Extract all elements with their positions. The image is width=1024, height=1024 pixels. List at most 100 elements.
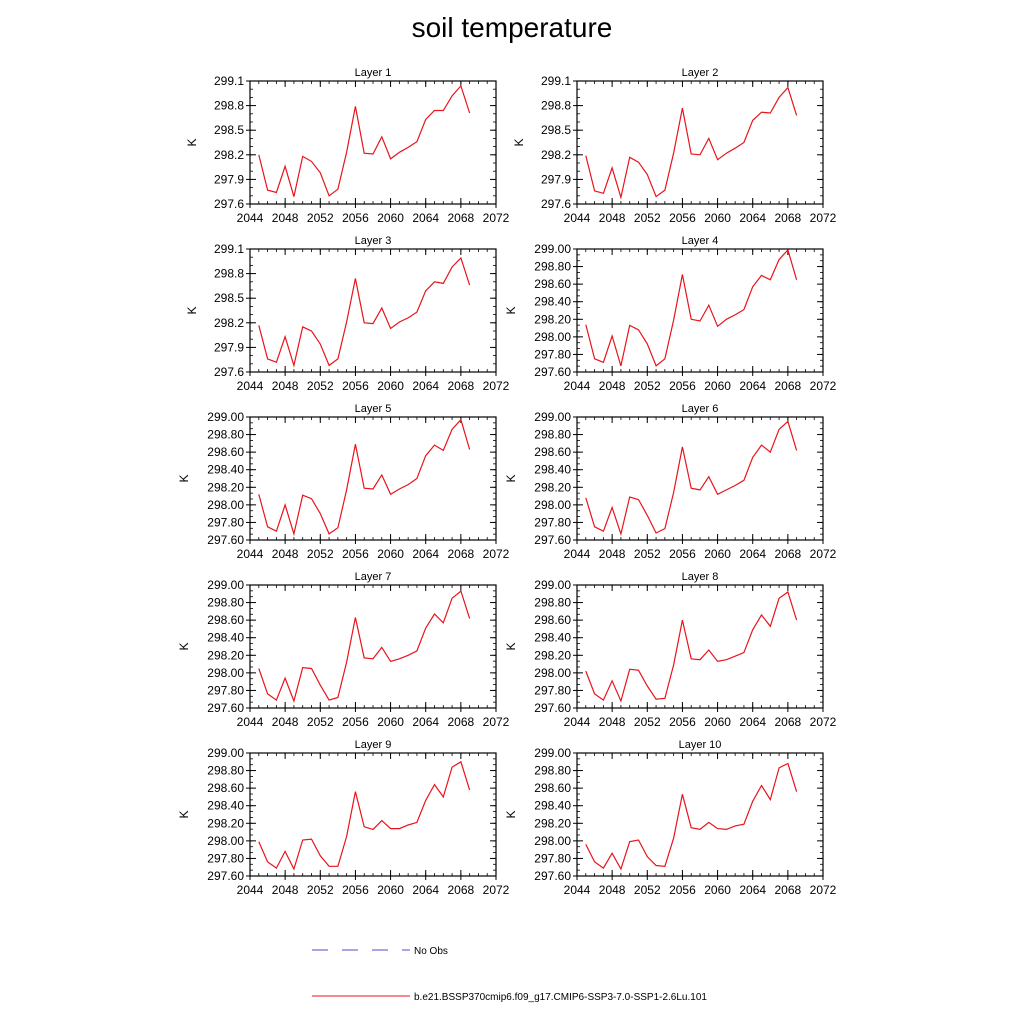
- x-tick-label: 2064: [412, 883, 439, 897]
- y-tick-label: 297.60: [534, 701, 571, 715]
- y-tick-label: 298.20: [534, 648, 571, 662]
- x-tick-label: 2068: [775, 211, 802, 225]
- y-tick-label: 298.5: [214, 123, 244, 137]
- y-tick-label: 298.2: [214, 148, 244, 162]
- series-line: [585, 591, 798, 703]
- plot-frame: [249, 80, 497, 205]
- y-tick-label: 297.80: [534, 347, 571, 361]
- series-line: [258, 84, 471, 197]
- panel-grid: Layer 1 2044 2048 2052 2056 2060 2064 2068 2072 2…: [177, 67, 837, 897]
- y-tick-label: 298.20: [207, 480, 244, 494]
- x-tick-label: 2068: [448, 883, 475, 897]
- y-tick-label: 298.80: [534, 764, 571, 778]
- y-tick-label: 298.8: [214, 267, 244, 281]
- panel-title: Layer 8: [682, 571, 719, 583]
- y-tick-label: 298.40: [207, 631, 244, 645]
- y-tick-label: 299.00: [534, 746, 571, 760]
- x-tick-label: 2052: [634, 883, 661, 897]
- y-tick-label: 298.20: [534, 816, 571, 830]
- y-tick-label: 299.00: [534, 578, 571, 592]
- x-tick-label: 2060: [377, 715, 404, 729]
- plot-frame: [576, 416, 824, 541]
- x-tick-label: 2044: [564, 211, 591, 225]
- y-tick-label: 298.00: [534, 498, 571, 512]
- x-tick-label: 2048: [272, 547, 299, 561]
- y-axis-label: K: [504, 306, 518, 314]
- y-tick-label: 298.40: [534, 463, 571, 477]
- x-tick-label: 2056: [669, 211, 696, 225]
- x-tick-label: 2068: [775, 547, 802, 561]
- y-tick-label: 297.60: [207, 869, 244, 883]
- x-tick-label: 2072: [810, 379, 837, 393]
- plot-frame: [576, 584, 824, 709]
- y-tick-label: 298.20: [207, 648, 244, 662]
- legend-no-obs-label: No Obs: [414, 946, 448, 957]
- x-tick-label: 2064: [412, 211, 439, 225]
- legend: No Obs b.e21.BSSP370cmip6.f09_g17.CMIP6-…: [312, 946, 707, 1003]
- panel-title: Layer 10: [679, 739, 722, 751]
- y-tick-label: 298.20: [534, 312, 571, 326]
- x-tick-label: 2064: [739, 547, 766, 561]
- y-tick-label: 297.9: [214, 340, 244, 354]
- y-tick-label: 298.8: [214, 99, 244, 113]
- panel-title: Layer 3: [355, 235, 392, 247]
- y-tick-label: 298.80: [207, 764, 244, 778]
- series-line: [258, 590, 471, 703]
- x-tick-label: 2068: [448, 211, 475, 225]
- x-tick-label: 2064: [739, 883, 766, 897]
- y-tick-label: 298.80: [534, 260, 571, 274]
- x-tick-label: 2052: [307, 883, 334, 897]
- y-tick-label: 297.9: [214, 172, 244, 186]
- x-tick-label: 2044: [237, 715, 264, 729]
- y-tick-label: 299.00: [207, 578, 244, 592]
- panel-title: Layer 1: [355, 67, 392, 79]
- y-axis-label: K: [512, 138, 526, 146]
- x-tick-label: 2048: [599, 379, 626, 393]
- x-tick-label: 2072: [810, 547, 837, 561]
- y-axis-label: K: [504, 474, 518, 482]
- y-tick-label: 297.9: [541, 172, 571, 186]
- panel-layer-5: Layer 5 2044 2048 2052 2056 2060 2064 2068 2072 2…: [177, 403, 510, 561]
- y-tick-label: 299.00: [534, 410, 571, 424]
- panel-layer-9: Layer 9 2044 2048 2052 2056 2060 2064 2068 2072 2…: [177, 739, 510, 897]
- legend-model-label: b.e21.BSSP370cmip6.f09_g17.CMIP6-SSP3-7.…: [414, 992, 707, 1003]
- x-tick-label: 2064: [412, 715, 439, 729]
- x-tick-label: 2060: [704, 883, 731, 897]
- y-axis-label: K: [185, 138, 199, 146]
- x-tick-label: 2048: [599, 883, 626, 897]
- x-tick-label: 2072: [483, 379, 510, 393]
- y-tick-label: 297.80: [534, 683, 571, 697]
- x-tick-label: 2056: [342, 379, 369, 393]
- x-tick-label: 2044: [564, 379, 591, 393]
- y-tick-label: 298.60: [534, 445, 571, 459]
- y-tick-label: 299.00: [207, 746, 244, 760]
- x-tick-label: 2044: [237, 547, 264, 561]
- y-tick-label: 298.00: [207, 666, 244, 680]
- series-line: [258, 256, 471, 368]
- panel-title: Layer 9: [355, 739, 392, 751]
- y-axis-label: K: [185, 306, 199, 314]
- x-tick-label: 2048: [272, 379, 299, 393]
- x-tick-label: 2044: [564, 547, 591, 561]
- x-tick-label: 2052: [634, 211, 661, 225]
- x-tick-label: 2072: [483, 883, 510, 897]
- x-tick-label: 2044: [237, 379, 264, 393]
- panel-title: Layer 2: [682, 67, 719, 79]
- x-tick-label: 2064: [739, 715, 766, 729]
- x-tick-label: 2060: [377, 883, 404, 897]
- y-tick-label: 298.60: [534, 277, 571, 291]
- y-tick-label: 298.00: [207, 498, 244, 512]
- plot-frame: [249, 752, 497, 877]
- x-tick-label: 2048: [272, 715, 299, 729]
- x-tick-label: 2052: [307, 715, 334, 729]
- y-tick-label: 298.80: [207, 596, 244, 610]
- y-tick-label: 298.80: [534, 428, 571, 442]
- panel-layer-6: Layer 6 2044 2048 2052 2056 2060 2064 2068 2072 2…: [504, 403, 837, 561]
- y-tick-label: 298.00: [207, 834, 244, 848]
- y-tick-label: 298.80: [534, 596, 571, 610]
- x-tick-label: 2060: [377, 547, 404, 561]
- y-tick-label: 298.60: [207, 445, 244, 459]
- panel-layer-8: Layer 8 2044 2048 2052 2056 2060 2064 2068 2072 2…: [504, 571, 837, 729]
- series-line: [585, 86, 798, 200]
